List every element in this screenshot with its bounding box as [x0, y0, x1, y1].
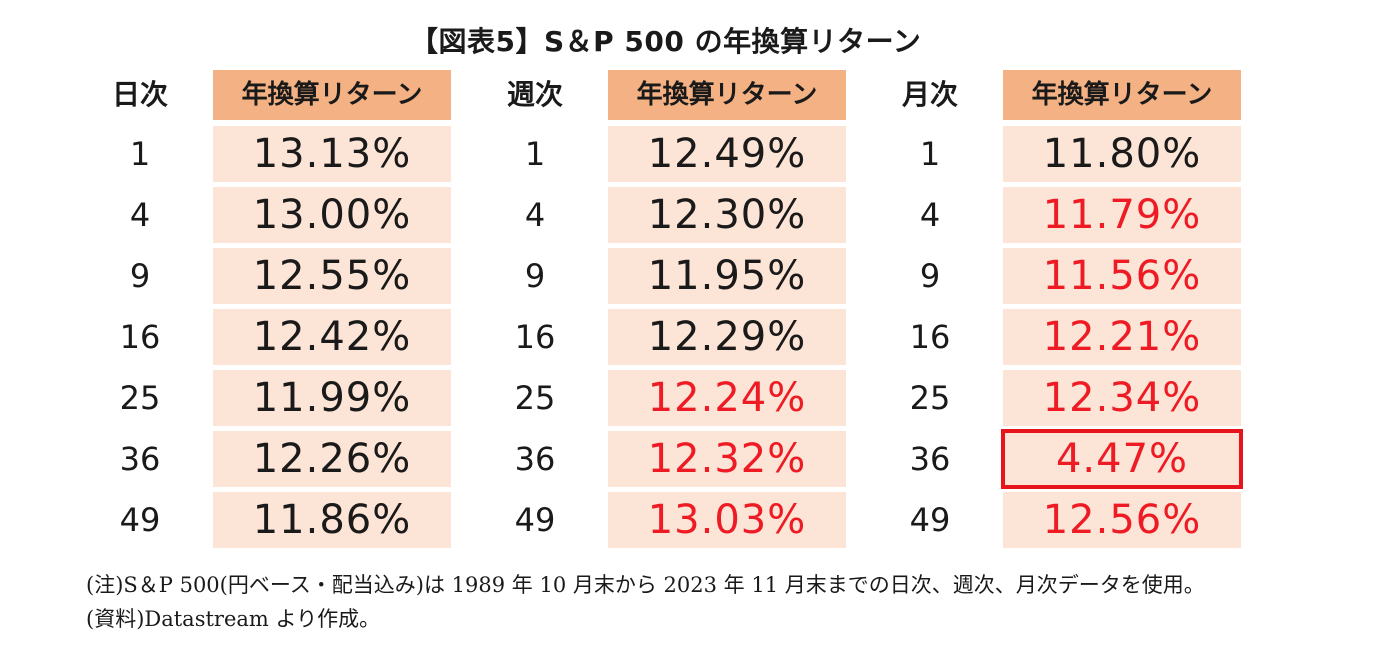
- period-label: 4: [129, 196, 151, 234]
- period-label: 4: [524, 196, 546, 234]
- return-value-cell: 13.13%: [213, 126, 451, 182]
- return-value-cell: 4.47%: [1001, 429, 1243, 489]
- period-label: 25: [119, 379, 161, 417]
- return-value-cell: 11.86%: [213, 492, 451, 548]
- period-label: 4: [919, 196, 941, 234]
- period-label: 25: [909, 379, 951, 417]
- period-label: 49: [119, 501, 161, 539]
- period-label: 16: [514, 318, 556, 356]
- period-label: 16: [119, 318, 161, 356]
- return-value-cell: 12.29%: [608, 309, 846, 365]
- return-value-cell: 12.42%: [213, 309, 451, 365]
- period-label: 16: [909, 318, 951, 356]
- period-label: 9: [524, 257, 546, 295]
- source-line: (資料)Datastream より作成。: [86, 607, 381, 631]
- frequency-header: 週次: [506, 78, 563, 111]
- return-value-cell: 12.26%: [213, 431, 451, 487]
- return-value-cell: 12.32%: [608, 431, 846, 487]
- return-header: 年換算リターン: [1003, 70, 1241, 120]
- period-label: 36: [909, 440, 951, 478]
- notes: (注)S＆P 500(円ベース・配当込み)は 1989 年 10 月末から 20…: [86, 568, 1205, 636]
- period-label: 1: [129, 135, 151, 173]
- return-value-cell: 12.34%: [1003, 370, 1241, 426]
- returns-table: 日次 年換算リターン 1 13.13% 4 13.00% 9 12.55% 16 12.42% 25…: [0, 70, 1400, 550]
- return-value-cell: 12.30%: [608, 187, 846, 243]
- return-value-cell: 11.56%: [1003, 248, 1241, 304]
- note-line: (注)S＆P 500(円ベース・配当込み)は 1989 年 10 月末から 20…: [86, 573, 1205, 597]
- return-header: 年換算リターン: [608, 70, 846, 120]
- return-value-cell: 13.00%: [213, 187, 451, 243]
- frequency-header: 日次: [111, 78, 168, 111]
- return-value-cell: 12.49%: [608, 126, 846, 182]
- return-value-cell: 12.56%: [1003, 492, 1241, 548]
- return-header: 年換算リターン: [213, 70, 451, 120]
- return-value-cell: 13.03%: [608, 492, 846, 548]
- return-value-cell: 11.80%: [1003, 126, 1241, 182]
- return-value-cell: 12.24%: [608, 370, 846, 426]
- return-value-cell: 12.55%: [213, 248, 451, 304]
- period-label: 49: [909, 501, 951, 539]
- period-label: 1: [524, 135, 546, 173]
- return-value-cell: 12.21%: [1003, 309, 1241, 365]
- return-value-cell: 11.99%: [213, 370, 451, 426]
- frequency-header: 月次: [901, 78, 958, 111]
- period-label: 36: [514, 440, 556, 478]
- chart-title: 【図表5】S＆P 500 の年換算リターン: [410, 25, 922, 58]
- period-label: 9: [129, 257, 151, 295]
- return-value-cell: 11.79%: [1003, 187, 1241, 243]
- period-label: 9: [919, 257, 941, 295]
- period-label: 36: [119, 440, 161, 478]
- period-label: 49: [514, 501, 556, 539]
- return-value-cell: 11.95%: [608, 248, 846, 304]
- period-label: 1: [919, 135, 941, 173]
- period-label: 25: [514, 379, 556, 417]
